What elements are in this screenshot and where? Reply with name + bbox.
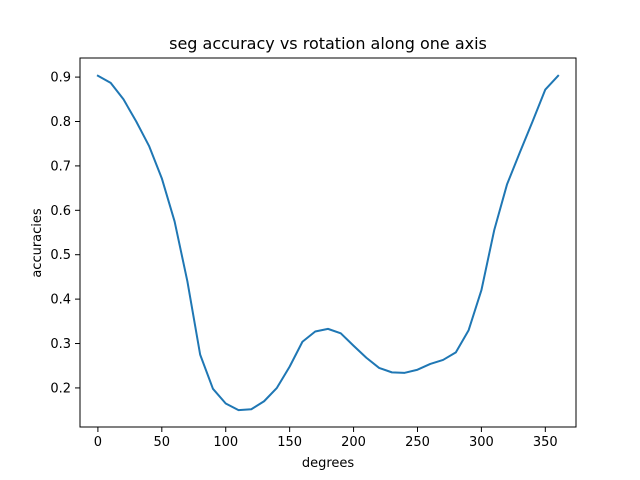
x-tick-label: 200	[341, 435, 366, 450]
x-tick-label: 350	[533, 435, 558, 450]
y-tick-label: 0.3	[50, 337, 71, 352]
x-tick-label: 150	[277, 435, 302, 450]
x-axis-label: degrees	[302, 456, 355, 471]
axes-frame	[79, 57, 577, 428]
chart-title: seg accuracy vs rotation along one axis	[169, 34, 487, 53]
y-tick-label: 0.4	[50, 293, 71, 308]
y-tick-label: 0.7	[50, 159, 71, 174]
x-tick-label: 0	[94, 435, 102, 450]
y-axis-label: accuracies	[30, 208, 45, 278]
x-tick-label: 50	[154, 435, 171, 450]
y-tick-label: 0.9	[50, 71, 71, 86]
series-line	[96, 74, 560, 412]
plot-area: 0 50 100 150 200 250 300 350 0.2 0.3 0.4 0.5 0.6 0.7 0…	[50, 57, 577, 450]
x-tick-label: 100	[213, 435, 238, 450]
x-tick-label: 250	[405, 435, 430, 450]
y-tick-label: 0.5	[50, 248, 71, 263]
y-tick-label: 0.6	[50, 204, 71, 219]
y-tick-label: 0.2	[50, 381, 71, 396]
x-tick-label: 300	[469, 435, 494, 450]
y-tick-label: 0.8	[50, 115, 71, 130]
